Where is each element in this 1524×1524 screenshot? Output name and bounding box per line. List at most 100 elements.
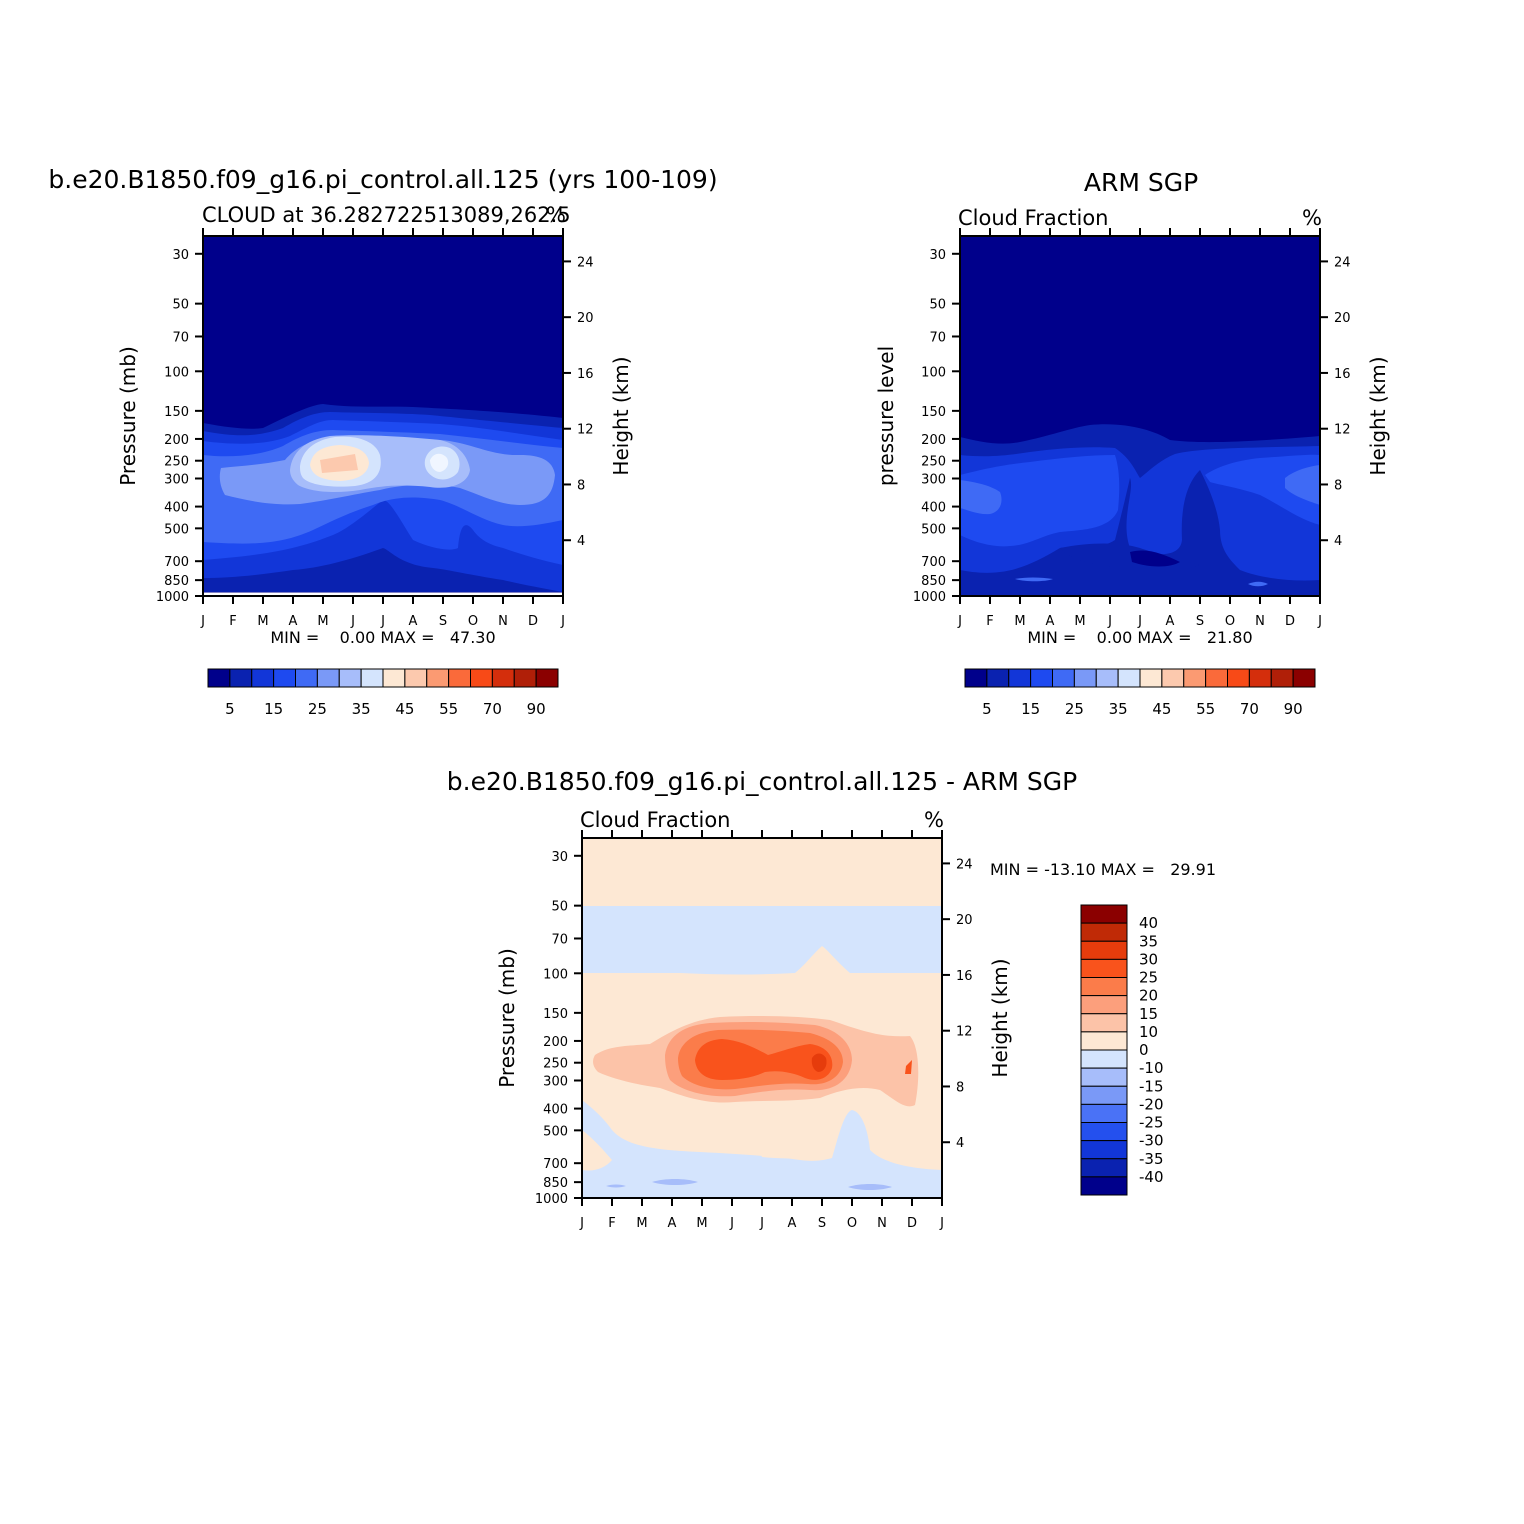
x-tick-label: J bbox=[350, 614, 355, 629]
panel-obs-stats: MIN = 0.00 MAX = 21.80 bbox=[1027, 628, 1252, 647]
x-tick-label: M bbox=[696, 1216, 707, 1231]
colorbar-swatch bbox=[535, 668, 559, 688]
x-tick-label: J bbox=[1107, 614, 1112, 629]
colorbar-swatch bbox=[1080, 1049, 1128, 1069]
colorbar-label: 0 bbox=[1139, 1041, 1149, 1059]
colorbar-swatch bbox=[404, 668, 428, 688]
colorbar-swatch bbox=[382, 668, 406, 688]
y-tick-label: 700 bbox=[543, 1157, 568, 1172]
colorbar-swatch bbox=[1095, 668, 1119, 688]
colorbar-swatch bbox=[1073, 668, 1097, 688]
contour-fill-neg-low bbox=[582, 1100, 942, 1198]
colorbar-swatch bbox=[1080, 940, 1128, 960]
y2-tick-label: 24 bbox=[577, 255, 594, 270]
x-tick-label: J bbox=[200, 614, 205, 629]
x-tick-label: A bbox=[409, 614, 418, 629]
colorbar-label: 15 bbox=[1139, 1005, 1158, 1023]
colorbar-label: 45 bbox=[1152, 700, 1171, 718]
panel-obs-y2label: Height (km) bbox=[1366, 356, 1390, 475]
x-tick-label: D bbox=[907, 1216, 917, 1231]
colorbar-label: 70 bbox=[483, 700, 502, 718]
y-tick-label: 1000 bbox=[913, 590, 946, 605]
colorbar-label: 40 bbox=[1139, 914, 1158, 932]
x-tick-label: O bbox=[468, 614, 478, 629]
y-tick-label: 500 bbox=[164, 522, 189, 537]
colorbar-swatch bbox=[1139, 668, 1163, 688]
colorbar-swatch bbox=[1030, 668, 1053, 688]
colorbar-swatch bbox=[426, 668, 450, 688]
panel-diff-units: % bbox=[924, 808, 944, 832]
x-tick-label: A bbox=[1166, 614, 1175, 629]
colorbar-label: 45 bbox=[395, 700, 414, 718]
colorbar-swatch bbox=[1080, 977, 1128, 997]
panel-diff-y2-ticks: 24 20 16 12 8 4 bbox=[942, 857, 973, 1151]
colorbar-swatch bbox=[1080, 1176, 1128, 1196]
y-tick-label: 250 bbox=[164, 455, 189, 470]
colorbar-swatch bbox=[1080, 1103, 1128, 1123]
y2-tick-label: 16 bbox=[956, 969, 973, 984]
colorbar-swatch bbox=[491, 668, 515, 688]
colorbar-label: 25 bbox=[1139, 969, 1158, 987]
colorbar-swatch bbox=[338, 668, 362, 688]
colorbar-swatch bbox=[1052, 668, 1075, 688]
panel-obs-ylabel: pressure level bbox=[874, 346, 898, 486]
contour-fill-low2 bbox=[1130, 550, 1180, 567]
y2-tick-label: 12 bbox=[1334, 423, 1351, 438]
colorbar-swatch bbox=[1117, 668, 1141, 688]
colorbar-swatch bbox=[1080, 1067, 1128, 1087]
y-tick-label: 200 bbox=[164, 433, 189, 448]
x-tick-label: J bbox=[1317, 614, 1322, 629]
x-tick-label: J bbox=[380, 614, 385, 629]
colorbar-label: 20 bbox=[1139, 987, 1158, 1005]
colorbar-swatch bbox=[1080, 1013, 1128, 1033]
x-tick-label: M bbox=[1014, 614, 1025, 629]
x-tick-label: F bbox=[608, 1216, 615, 1231]
y-tick-label: 500 bbox=[921, 522, 946, 537]
colorbar-swatch bbox=[964, 668, 988, 688]
contour-fill-30-35 bbox=[905, 1060, 912, 1074]
y-tick-label: 400 bbox=[921, 501, 946, 516]
contour-fill-neg-10 bbox=[606, 1179, 892, 1190]
y-tick-label: 850 bbox=[543, 1176, 568, 1191]
panel-model-y2label: Height (km) bbox=[609, 356, 633, 475]
x-tick-label: M bbox=[1074, 614, 1085, 629]
y-tick-label: 300 bbox=[164, 473, 189, 488]
colorbar-swatch bbox=[513, 668, 537, 688]
colorbar-swatch bbox=[295, 668, 318, 688]
y-tick-label: 30 bbox=[172, 248, 189, 263]
x-tick-label: A bbox=[788, 1216, 797, 1231]
colorbar-swatch bbox=[986, 668, 1010, 688]
colorbar-label: 15 bbox=[1021, 700, 1040, 718]
y-tick-label: 850 bbox=[164, 574, 189, 589]
x-tick-label: O bbox=[1225, 614, 1235, 629]
colorbar-swatch bbox=[229, 668, 253, 688]
x-tick-label: J bbox=[939, 1216, 944, 1231]
panel-diff-plot-area bbox=[581, 837, 943, 1199]
colorbar-label: 10 bbox=[1139, 1023, 1158, 1041]
panel-diff-y2label: Height (km) bbox=[988, 958, 1012, 1077]
colorbar-label: 90 bbox=[1284, 700, 1303, 718]
x-tick-label: D bbox=[1285, 614, 1295, 629]
y2-tick-label: 4 bbox=[1334, 534, 1342, 549]
panel-diff-ylabel: Pressure (mb) bbox=[495, 948, 519, 1088]
x-tick-label: A bbox=[668, 1216, 677, 1231]
colorbar-label: -15 bbox=[1139, 1077, 1164, 1095]
colorbar-swatch bbox=[1080, 922, 1128, 942]
colorbar-label: -30 bbox=[1139, 1132, 1164, 1150]
y2-tick-label: 20 bbox=[577, 311, 594, 326]
x-tick-label: S bbox=[1196, 614, 1204, 629]
x-tick-label: J bbox=[759, 1216, 764, 1231]
panel-diff-subtitle: Cloud Fraction bbox=[580, 808, 731, 832]
x-tick-label: D bbox=[528, 614, 538, 629]
y-tick-label: 70 bbox=[172, 330, 189, 345]
colorbar-label: 55 bbox=[439, 700, 458, 718]
x-tick-label: F bbox=[229, 614, 236, 629]
y-tick-label: 150 bbox=[164, 405, 189, 420]
y-tick-label: 70 bbox=[929, 330, 946, 345]
y-tick-label: 100 bbox=[543, 967, 568, 982]
colorbar-label: 25 bbox=[308, 700, 327, 718]
